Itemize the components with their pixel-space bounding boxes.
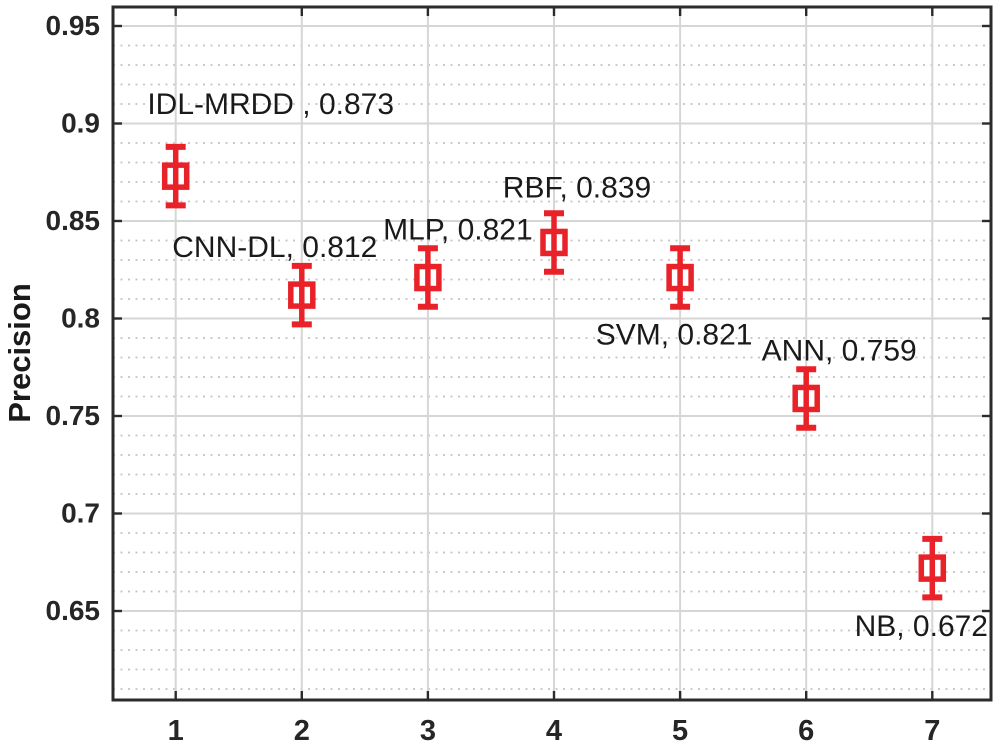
y-axis-title: Precision: [2, 283, 37, 423]
square-marker: [666, 263, 694, 292]
axes-box: [111, 5, 993, 702]
x-tick-label: 4: [546, 715, 562, 747]
x-tick-label: 6: [798, 715, 814, 747]
axis-ticks: [113, 7, 991, 700]
y-tick-label: 0.65: [46, 595, 101, 626]
point-annotation: NB, 0.672: [855, 610, 988, 643]
errorbar-point-rbf: [540, 210, 568, 275]
y-tick-label: 0.8: [61, 303, 100, 334]
y-tick-label: 0.9: [61, 108, 100, 139]
x-tick-label: 3: [420, 715, 436, 747]
x-tick-label: 7: [924, 715, 940, 747]
y-tick-label: 0.95: [46, 10, 101, 41]
x-tick-label: 2: [294, 715, 310, 747]
square-marker: [540, 228, 568, 257]
y-tick-label: 0.75: [46, 400, 101, 431]
errorbar-point-idl-mrdd: [161, 143, 190, 209]
point-annotation: RBF, 0.839: [503, 171, 651, 204]
square-marker: [918, 554, 947, 582]
point-annotation: SVM, 0.821: [596, 319, 753, 352]
tick-labels: 0.65 0.7 0.75 0.8 0.85 0.9 0.95 1 2 3 4 5 6 7: [46, 10, 941, 747]
square-marker: [288, 281, 316, 309]
errorbar-point-cnn-dl: [288, 262, 316, 328]
x-tick-label: 1: [168, 715, 184, 747]
errorbar-series: [161, 143, 947, 601]
point-annotation: MLP, 0.821: [383, 214, 533, 247]
y-tick-label: 0.7: [61, 498, 100, 529]
square-marker: [414, 263, 442, 292]
y-tick-label: 0.85: [46, 205, 101, 236]
point-annotation: CNN-DL, 0.812: [172, 231, 377, 264]
errorbar-point-mlp: [414, 245, 442, 310]
errorbar-point-svm: [666, 245, 694, 310]
point-annotation: IDL-MRDD , 0.873: [147, 88, 394, 121]
square-marker: [161, 162, 190, 190]
errorbar-point-ann: [792, 366, 820, 431]
x-tick-label: 5: [672, 715, 688, 747]
errorbar-point-nb: [918, 535, 947, 601]
point-annotation: ANN, 0.759: [762, 334, 917, 367]
square-marker: [792, 384, 820, 413]
